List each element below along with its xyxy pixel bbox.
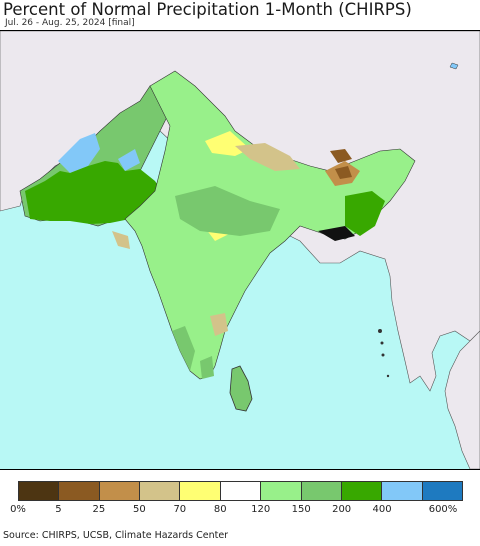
legend-swatch bbox=[180, 482, 221, 500]
very-wet-area bbox=[58, 133, 100, 173]
legend-tick-label: 50 bbox=[132, 504, 146, 515]
very-wet-area-2 bbox=[118, 149, 140, 171]
dry-area-east-2 bbox=[335, 166, 352, 179]
legend-swatch bbox=[19, 482, 60, 500]
andaman-islands bbox=[378, 329, 382, 333]
dry-area-nepal-dark bbox=[330, 149, 352, 163]
lake bbox=[449, 62, 459, 70]
legend-tick-label: 5 bbox=[55, 504, 62, 515]
legend-tick-label: 80 bbox=[213, 504, 227, 515]
legend-tick-label: 150 bbox=[291, 504, 311, 515]
legend-swatch bbox=[99, 482, 141, 500]
legend-swatch bbox=[341, 482, 383, 500]
wet-area-sw-coast bbox=[172, 326, 195, 371]
legend-tick-label: 600% bbox=[428, 504, 458, 515]
wet-area-south bbox=[200, 356, 214, 379]
legend-swatch bbox=[422, 482, 462, 500]
legend-swatch bbox=[59, 482, 100, 500]
map-subtitle: Jul. 26 - Aug. 25, 2024 [final] bbox=[5, 18, 135, 28]
high-precip-west bbox=[25, 161, 165, 224]
map-title: Percent of Normal Precipitation 1-Month … bbox=[3, 0, 412, 19]
sri-lanka bbox=[229, 365, 253, 412]
dry-area-nepal bbox=[235, 143, 300, 171]
wet-area-central bbox=[175, 186, 280, 236]
legend-swatch bbox=[301, 482, 342, 500]
legend-ticks: 0% 5 25 50 70 80 120 150 200 400 600% bbox=[0, 504, 480, 518]
dry-area-north bbox=[205, 131, 250, 156]
dry-area-south bbox=[210, 313, 228, 336]
dry-area-gujarat bbox=[112, 231, 130, 249]
legend-tick-label: 200 bbox=[332, 504, 352, 515]
legend-tick-label: 25 bbox=[92, 504, 106, 515]
legend-tick-label: 400 bbox=[372, 504, 392, 515]
precipitation-map bbox=[0, 30, 480, 470]
legend-tick-label: 70 bbox=[173, 504, 187, 515]
southeast-asia-land bbox=[444, 330, 480, 469]
source-credit: Source: CHIRPS, UCSB, Climate Hazards Ce… bbox=[3, 530, 229, 541]
legend-tick-label: 120 bbox=[251, 504, 271, 515]
legend-tick-label: 0% bbox=[10, 504, 26, 515]
legend-swatch bbox=[140, 482, 181, 500]
legend-colorbar bbox=[18, 481, 463, 501]
wet-area-northeast bbox=[345, 191, 385, 236]
legend-swatch bbox=[261, 482, 302, 500]
legend-swatch bbox=[220, 482, 262, 500]
legend-swatch bbox=[382, 482, 423, 500]
bangladesh-coast bbox=[318, 226, 355, 241]
